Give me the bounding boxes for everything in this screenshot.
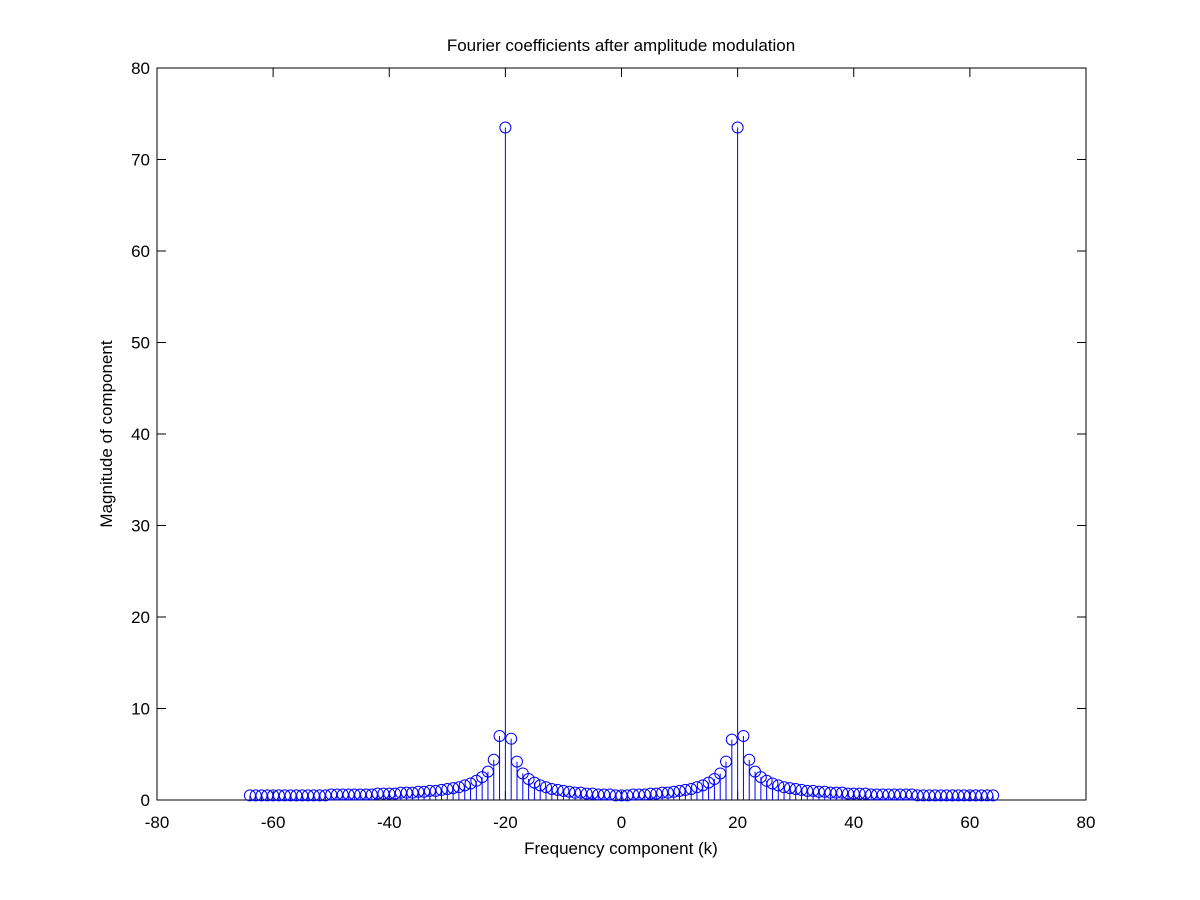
stem-marker [836,786,849,799]
stem-marker [818,785,831,798]
stem-marker [499,121,512,134]
stem-marker [905,788,918,801]
x-tick-label: 80 [1077,813,1096,832]
y-tick-label: 20 [131,608,150,627]
y-axis-label: Magnitude of component [97,340,116,527]
x-tick-label: -60 [261,813,286,832]
x-tick-label: -80 [145,813,170,832]
stem-marker [551,783,564,796]
x-tick-label: 0 [617,813,626,832]
stem-marker [987,789,1000,802]
y-tick-label: 30 [131,517,150,536]
stem-marker [760,774,773,787]
stem-marker [540,781,553,794]
x-tick-label: -20 [493,813,518,832]
stem-marker [789,783,802,796]
x-tick-label: -40 [377,813,402,832]
stem-marker [563,785,576,798]
stem-marker [807,784,820,797]
stem-marker [534,779,547,792]
y-tick-label: 80 [131,59,150,78]
x-tick-label: 40 [844,813,863,832]
stem-marker [737,729,750,742]
y-tick-label: 50 [131,334,150,353]
stem-marker [731,121,744,134]
stem-marker [603,788,616,801]
y-tick-label: 60 [131,242,150,261]
stem-marker [510,755,523,768]
stem-marker [528,776,541,789]
stem-marker [522,772,535,785]
y-tick-label: 0 [141,791,150,810]
stem-marker [859,787,872,800]
y-tick-label: 10 [131,700,150,719]
stem-marker [545,783,558,796]
stem-marker [557,784,570,797]
stem-marker [754,771,767,784]
stem-marker [574,786,587,799]
x-tick-label: 60 [960,813,979,832]
stem-marker [772,779,785,792]
y-tick-label: 40 [131,425,150,444]
stem-marker [783,782,796,795]
stem-marker [795,783,808,796]
stem-marker [586,787,599,800]
stem-marker [766,777,779,790]
x-tick-label: 20 [728,813,747,832]
x-axis-label: Frequency component (k) [524,839,718,858]
y-tick-label: 70 [131,151,150,170]
chart-title: Fourier coefficients after amplitude mod… [447,36,795,55]
stem-marker [778,781,791,794]
stem-marker [505,732,518,745]
stem-marker [743,753,756,766]
